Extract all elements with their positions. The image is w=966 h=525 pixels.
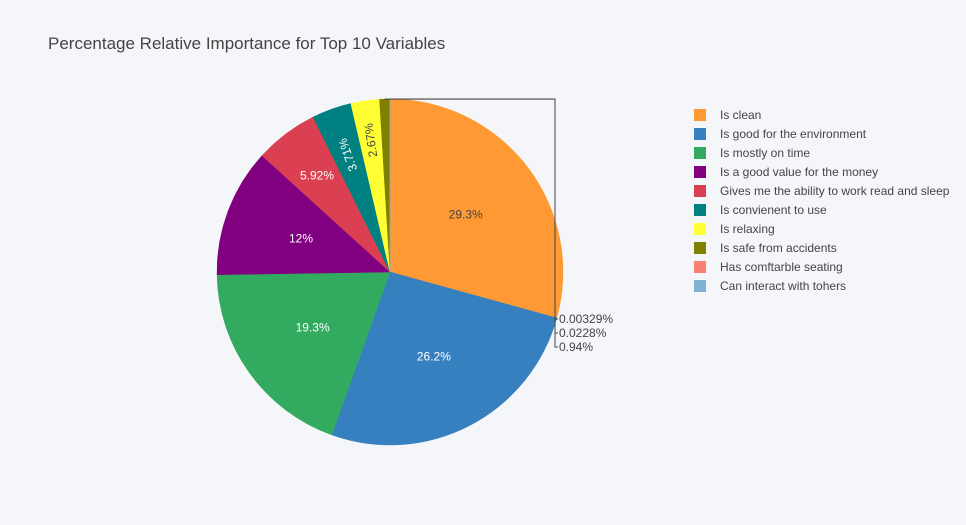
slice-label-is-relaxing: 2.67% [361, 122, 380, 158]
legend-swatch [694, 203, 706, 216]
slice-label-is-a-good-value-for-the-money: 12% [289, 231, 313, 245]
leader-line-is-safe-from-accidents [384, 98, 558, 348]
slice-label-is-mostly-on-time: 19.3% [296, 320, 330, 334]
pie-slice-is-a-good-value-for-the-money[interactable] [216, 155, 391, 275]
pie-slice-is-good-for-the-environment[interactable] [331, 271, 558, 446]
legend-label: Has comftarble seating [720, 259, 843, 274]
legend-label: Can interact with tohers [720, 278, 847, 293]
legend-swatch [694, 127, 706, 140]
legend-item-is-relaxing[interactable]: Is relaxing [694, 219, 949, 238]
legend-label: Is safe from accidents [720, 240, 837, 255]
slice-label-is-safe-from-accidents: 0.94% [559, 340, 593, 354]
legend-item-gives-me-the-ability-to-work-read-and-sleep[interactable]: Gives me the ability to work read and sl… [694, 181, 949, 200]
pie-slice-is-clean[interactable] [389, 98, 564, 319]
legend-swatch [694, 165, 706, 178]
legend-label: Is mostly on time [720, 145, 811, 160]
legend-label: Gives me the ability to work read and sl… [720, 183, 950, 198]
legend-item-is-clean[interactable]: Is clean [694, 105, 949, 124]
legend-swatch [694, 222, 706, 235]
legend-label: Is good for the environment [720, 126, 867, 141]
legend-label: Is clean [720, 107, 762, 122]
slice-label-gives-me-the-ability-to-work-read-and-sleep: 5.92% [300, 168, 334, 182]
legend-label: Is relaxing [720, 221, 775, 236]
legend-item-is-safe-from-accidents[interactable]: Is safe from accidents [694, 238, 949, 257]
legend-item-has-comftarble-seating[interactable]: Has comftarble seating [694, 257, 949, 276]
slice-label-can-interact-with-tohers: 0.00329% [559, 312, 613, 326]
legend-item-is-good-for-the-environment[interactable]: Is good for the environment [694, 124, 949, 143]
pie-slice-is-mostly-on-time[interactable] [216, 271, 391, 436]
slice-label-is-clean: 29.3% [449, 207, 483, 221]
legend-swatch [694, 108, 706, 121]
legend-swatch [694, 279, 706, 292]
legend-swatch [694, 146, 706, 159]
legend-label: Is convienent to use [720, 202, 827, 217]
chart-title: Percentage Relative Importance for Top 1… [48, 34, 446, 53]
legend-swatch [694, 260, 706, 273]
slice-label-has-comftarble-seating: 0.0228% [559, 326, 607, 340]
legend-swatch [694, 241, 706, 254]
chart-legend: Is clean Is good for the environment Is mo… [694, 105, 949, 295]
legend-swatch [694, 184, 706, 197]
legend-label: Is a good value for the money [720, 164, 879, 179]
legend-item-can-interact-with-tohers[interactable]: Can interact with tohers [694, 276, 949, 295]
legend-item-is-convienent-to-use[interactable]: Is convienent to use [694, 200, 949, 219]
legend-item-is-mostly-on-time[interactable]: Is mostly on time [694, 143, 949, 162]
slice-label-is-good-for-the-environment: 26.2% [417, 349, 451, 363]
legend-item-is-a-good-value-for-the-money[interactable]: Is a good value for the money [694, 162, 949, 181]
